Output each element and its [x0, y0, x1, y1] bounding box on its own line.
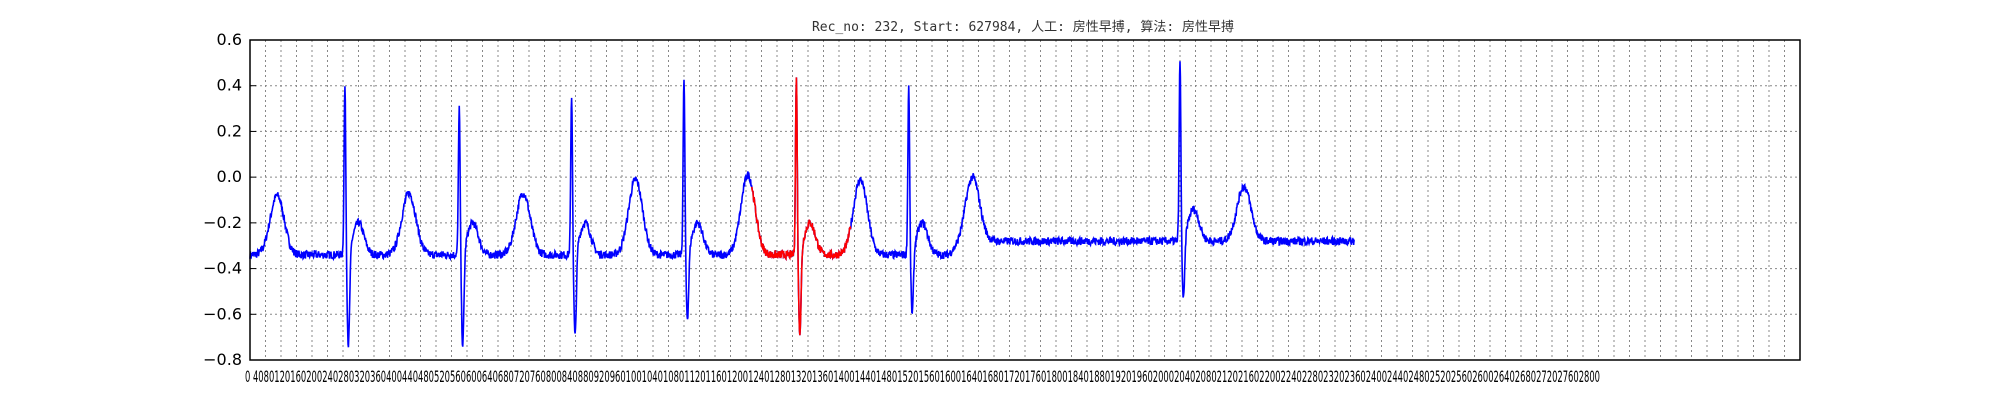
- chart-title: Rec_no: 232, Start: 627984, 人工: 房性早搏, 算法…: [812, 19, 1234, 35]
- y-tick-label: 0.2: [217, 121, 242, 140]
- grid-lines: [250, 40, 1800, 360]
- plot-frame: [249, 39, 1801, 361]
- highlight-beat-line: [751, 77, 852, 336]
- y-tick-label: −0.4: [203, 259, 242, 278]
- y-tick-label: −0.2: [203, 213, 242, 232]
- y-tick-label: 0.4: [217, 76, 242, 95]
- y-tick-label: −0.8: [203, 350, 242, 369]
- y-axis: −0.8 −0.6 −0.4 −0.2 0.0 0.2 0.4 0.6: [203, 30, 256, 369]
- series-lines: [249, 61, 1356, 348]
- ecg-signal-line: [249, 61, 1356, 348]
- y-tick-label: −0.6: [203, 304, 242, 323]
- y-tick-label: 0.0: [217, 167, 242, 186]
- y-tick-label: 0.6: [217, 30, 242, 49]
- x-tick-labels: 0 40801201602002402803203604004404805205…: [245, 367, 1600, 386]
